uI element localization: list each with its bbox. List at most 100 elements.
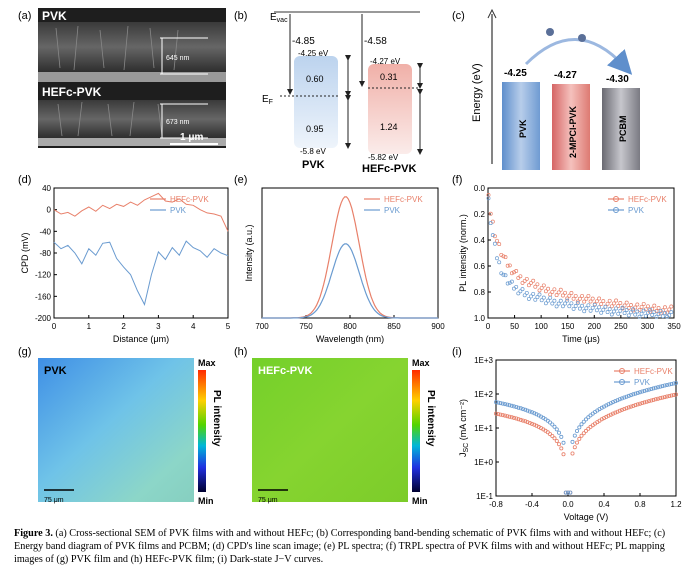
data-point-hefc-pvk [671, 393, 676, 398]
data-point-hefc-pvk [655, 396, 660, 401]
data-point-pvk [628, 393, 633, 398]
data-point-pvk [673, 380, 678, 385]
y-tick-label: 40 [42, 184, 51, 193]
y-tick-label: 1E+1 [474, 424, 493, 433]
y-tick-label: 0.8 [474, 288, 486, 297]
data-point-pvk [518, 406, 523, 411]
data-point-hefc-pvk [640, 401, 645, 406]
data-point-hefc-pvk [626, 306, 631, 310]
data-point-pvk [550, 301, 555, 306]
data-point-pvk [512, 286, 516, 291]
data-point-hefc-pvk [575, 440, 580, 445]
data-point-hefc-pvk [572, 445, 577, 450]
data-point-pvk [669, 382, 674, 387]
data-point-hefc-pvk [626, 405, 631, 410]
y-tick-label: 0.0 [474, 184, 486, 193]
series-line-pvk [262, 243, 438, 319]
pvk-vbm: -5.8 eV [300, 147, 326, 156]
trpl-chart: 0 50 100 150 200 250 300 350 0.0 0.2 0.4 0.6 0.8 1.0 H… [458, 184, 681, 344]
data-point-pvk [560, 304, 565, 309]
data-point-pvk [568, 490, 573, 495]
data-point-hefc-pvk [586, 293, 591, 298]
colorbar-h-title: PL intensity [425, 390, 436, 447]
data-point-hefc-pvk [650, 306, 655, 311]
x-tick-label: 250 [614, 322, 628, 331]
pl-spectra-chart: 700 750 800 850 900 HEFc-PVK PVK Wavelength (nm… [244, 187, 445, 344]
data-point-hefc-pvk [537, 288, 542, 293]
data-point-pvk [509, 403, 514, 408]
hefc-band-box [368, 64, 412, 154]
pl-map-pvk: PVK 75 μm Max Min PL intensity [38, 358, 222, 506]
data-point-hefc-pvk [507, 263, 512, 268]
data-point-pvk [664, 383, 669, 388]
data-point-pvk [642, 388, 647, 393]
data-point-hefc-pvk [529, 280, 533, 285]
data-point-hefc-pvk [610, 411, 615, 416]
data-point-hefc-pvk [613, 410, 618, 415]
legend-label: HEFc-PVK [170, 195, 209, 204]
x-tick-label: 0.8 [634, 500, 646, 509]
data-point-pvk [606, 402, 611, 407]
data-point-pvk [615, 398, 620, 403]
data-point-hefc-pvk [559, 446, 564, 451]
data-point-hefc-pvk [524, 276, 529, 281]
data-point-pvk [526, 296, 531, 301]
data-point-pvk [554, 427, 559, 432]
legend-label: HEFc-PVK [384, 195, 423, 204]
data-point-pvk [613, 399, 618, 404]
x-tick-label: 200 [588, 322, 602, 331]
data-point-pvk [579, 422, 584, 427]
data-point-pvk [653, 385, 658, 390]
data-point-pvk [609, 312, 614, 317]
panel-label-e: (e) [234, 174, 248, 186]
data-point-pvk [567, 304, 572, 309]
legend-label: PVK [384, 206, 401, 215]
data-point-pvk [524, 290, 529, 295]
x-tick-label: 3 [156, 322, 161, 331]
x-tick-label: 700 [255, 322, 269, 331]
data-point-pvk [509, 279, 514, 284]
data-point-pvk [554, 304, 559, 309]
data-point-pvk [490, 233, 495, 238]
plot-frame [487, 187, 675, 319]
y-axis-label: CPD (mV) [20, 233, 30, 274]
data-point-hefc-pvk [656, 306, 661, 310]
pl-map-hefc-label: HEFc-PVK [258, 365, 312, 377]
colorbar-h-min: Min [412, 496, 428, 506]
band-bending-diagram: Evac EF -4.85 -4.25 eV 0.60 0.95 -5.8 eV… [262, 11, 423, 172]
data-point-pvk [654, 314, 659, 319]
data-point-pvk [521, 407, 526, 412]
pvk-cbm: -4.25 eV [298, 49, 329, 58]
data-point-pvk [503, 273, 508, 278]
data-point-pvk [529, 294, 533, 299]
data-point-pvk [605, 310, 610, 315]
colorbar-h [412, 370, 420, 492]
data-point-pvk [635, 390, 640, 395]
data-point-hefc-pvk [501, 254, 506, 259]
data-point-hefc-pvk [609, 304, 614, 309]
data-point-pvk [626, 393, 631, 398]
x-tick-label: 850 [387, 322, 401, 331]
data-point-hefc-pvk [495, 238, 499, 243]
data-point-hefc-pvk [563, 290, 568, 295]
data-point-hefc-pvk [530, 421, 535, 426]
legend-label: PVK [170, 206, 187, 215]
data-point-pvk [532, 411, 537, 416]
data-point-hefc-pvk [575, 299, 580, 304]
data-point-pvk [601, 307, 606, 312]
y-tick-label: -200 [35, 314, 52, 323]
data-point-hefc-pvk [552, 436, 557, 441]
data-point-pvk [543, 301, 548, 306]
data-point-hefc-pvk [488, 211, 493, 216]
y-tick-label: 1E+3 [474, 356, 493, 365]
pvk-box-value: -4.25 [504, 68, 527, 79]
data-point-hefc-pvk [646, 304, 650, 309]
hefc-name: HEFc-PVK [362, 163, 416, 172]
data-point-pvk [610, 400, 615, 405]
x-tick-label: 100 [534, 322, 548, 331]
data-point-hefc-pvk [618, 301, 623, 305]
data-point-hefc-pvk [518, 274, 523, 279]
data-point-hefc-pvk [512, 415, 517, 420]
data-point-hefc-pvk [660, 308, 665, 313]
energy-axis-label: Energy (eV) [471, 63, 483, 122]
